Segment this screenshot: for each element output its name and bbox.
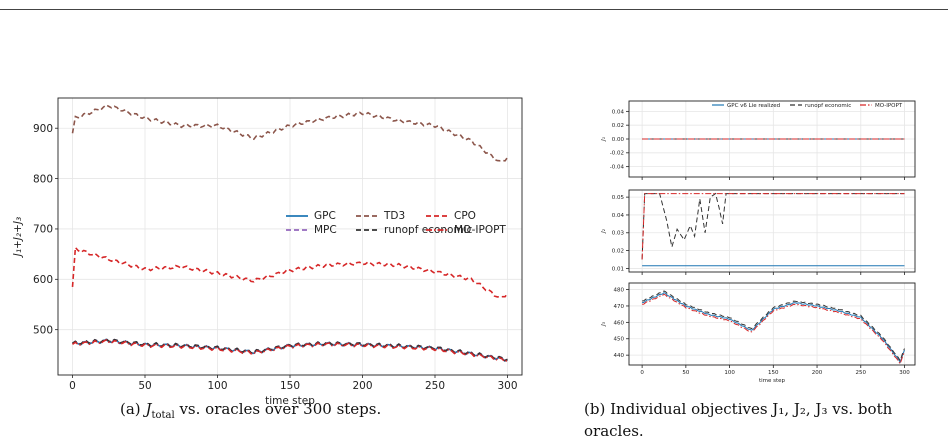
caption-b-line2: oracles. <box>584 422 644 440</box>
y-tick-label: 0.04 <box>612 213 625 219</box>
x-tick-label: 150 <box>768 370 779 376</box>
y-tick-label: 600 <box>33 274 53 286</box>
y-tick-label: 440 <box>614 353 625 359</box>
caption-a-label: (a) <box>120 400 141 418</box>
plot-frame <box>628 282 916 366</box>
y-tick-label: 900 <box>33 123 53 135</box>
series-line-td3 <box>71 104 509 162</box>
y-tick-label: 700 <box>33 224 53 236</box>
x-tick-label: 300 <box>497 380 517 392</box>
y-tick-label: 500 <box>33 324 53 336</box>
y-tick-label: 0.00 <box>612 137 625 143</box>
legend-label-small: MO-IPOPT <box>875 103 903 109</box>
caption-b: (b) Individual objectives J₁, J₂, J₃ vs.… <box>584 398 944 442</box>
caption-b-line1: (b) Individual objectives J₁, J₂, J₃ vs.… <box>584 400 893 418</box>
legend-label: MPC <box>314 224 337 236</box>
legend-label-small: GPC v6 Lie realized <box>727 103 780 109</box>
y-tick-label: 460 <box>614 320 625 326</box>
y-axis-label: J₁+J₂+J₃ <box>12 217 24 259</box>
y-tick-label: 0.03 <box>612 231 625 237</box>
series-line-mo-ipopt <box>72 338 508 363</box>
x-tick-label: 150 <box>280 380 300 392</box>
series-line-mo-ipopt <box>641 193 905 260</box>
x-tick-label: 0 <box>640 370 644 376</box>
y-axis-label: J₂ <box>601 228 607 234</box>
y-tick-label: 0.01 <box>612 266 624 272</box>
x-tick-label: 0 <box>69 380 76 392</box>
legend-label-small: runopf economic <box>805 103 851 109</box>
y-tick-label: 480 <box>614 287 625 293</box>
x-tick-label: 200 <box>812 370 823 376</box>
x-tick-label: 300 <box>899 370 910 376</box>
caption-a: (a) Jtotal vs. oracles over 300 steps. <box>120 398 381 427</box>
caption-a-math: J <box>145 400 152 418</box>
y-tick-label: 450 <box>614 337 625 343</box>
y-axis-label: J₃ <box>601 321 607 327</box>
legend-label: MO-IPOPT <box>454 224 506 236</box>
y-tick-label: 800 <box>33 173 53 185</box>
series-line-cpo <box>71 245 509 298</box>
y-tick-label: -0.04 <box>610 165 625 171</box>
legend-label: TD3 <box>383 210 405 222</box>
x-axis-label: time step <box>265 395 315 407</box>
y-tick-label: 0.04 <box>612 109 625 115</box>
y-axis-label: J₁ <box>601 137 607 142</box>
x-tick-label: 250 <box>856 370 867 376</box>
series-line-gpc-v6-lie-realized <box>642 292 905 364</box>
series-line-runopf-economic <box>72 337 508 362</box>
x-tick-label: 250 <box>425 380 445 392</box>
caption-a-sub: total <box>151 410 175 421</box>
x-tick-label: 50 <box>138 380 151 392</box>
x-axis-label: time step <box>759 378 786 384</box>
x-tick-label: 100 <box>207 380 227 392</box>
y-tick-label: 0.05 <box>612 195 625 201</box>
top-rule <box>0 9 948 10</box>
y-tick-label: 0.02 <box>612 249 624 255</box>
legend-label: GPC <box>314 210 336 222</box>
series-line-mo-ipopt <box>642 293 905 365</box>
y-tick-label: -0.02 <box>610 151 624 157</box>
y-tick-label: 470 <box>614 304 625 310</box>
x-tick-label: 50 <box>682 370 689 376</box>
legend-label: CPO <box>454 210 476 222</box>
plot-frame <box>628 189 916 273</box>
y-tick-label: 0.02 <box>612 123 624 129</box>
x-tick-label: 100 <box>724 370 735 376</box>
caption-a-text: vs. oracles over 300 steps. <box>179 400 382 418</box>
x-tick-label: 200 <box>352 380 372 392</box>
series-line-runopf-economic <box>642 290 905 362</box>
